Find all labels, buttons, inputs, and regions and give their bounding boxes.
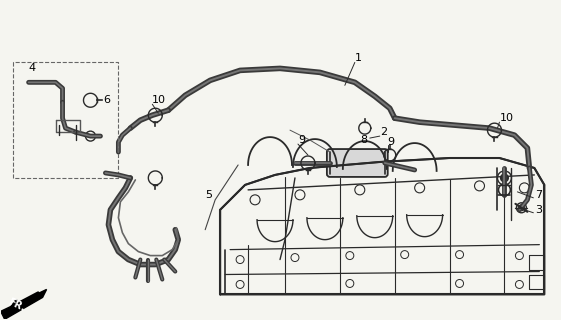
Text: 5: 5: [205, 190, 212, 200]
Text: 1: 1: [355, 53, 362, 63]
Text: 4: 4: [29, 63, 36, 73]
Text: 10: 10: [153, 95, 166, 105]
Text: 10: 10: [499, 113, 513, 123]
Text: FR.: FR.: [6, 297, 27, 314]
FancyBboxPatch shape: [327, 149, 388, 177]
Text: 6: 6: [103, 95, 111, 105]
Text: 2: 2: [380, 127, 387, 137]
Text: 3: 3: [535, 205, 542, 215]
Circle shape: [500, 174, 508, 182]
Text: 9: 9: [388, 137, 395, 147]
Polygon shape: [1, 289, 47, 319]
Text: 7: 7: [535, 190, 542, 200]
Text: 9: 9: [298, 135, 305, 145]
Text: 8: 8: [360, 135, 367, 145]
